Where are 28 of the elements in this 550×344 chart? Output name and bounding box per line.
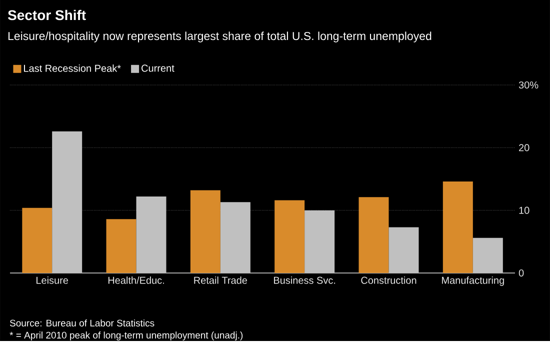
x-tick-label: Health/Educ. bbox=[108, 276, 164, 284]
bar bbox=[190, 190, 220, 274]
text: * = April 2010 peak of long-term unemployment (unadj.) bbox=[10, 332, 243, 341]
bar bbox=[136, 196, 166, 274]
x-tick-label: Business Svc. bbox=[274, 276, 336, 284]
legend-label: Last Recession Peak* bbox=[24, 64, 121, 72]
bar bbox=[472, 238, 503, 274]
x-tick-label: Construction bbox=[361, 276, 416, 284]
y-tick-label: 20 bbox=[519, 144, 530, 152]
bar bbox=[442, 182, 473, 274]
bar bbox=[52, 131, 82, 274]
chart-subtitle: Leisure/hospitality now represents largest share of total U.S. long-term unemployed bbox=[8, 32, 432, 42]
y-tick-label: 30% bbox=[518, 82, 538, 89]
x-tick-label: Manufacturing bbox=[442, 276, 504, 286]
x-tick-label: Leisure bbox=[36, 276, 68, 284]
bar bbox=[220, 202, 250, 274]
legend-label: Current bbox=[142, 64, 174, 72]
bar bbox=[388, 227, 419, 274]
y-tick-label: 10 bbox=[519, 206, 530, 214]
y-tick-label: 0 bbox=[518, 270, 524, 277]
bar bbox=[358, 197, 389, 274]
bar bbox=[304, 210, 335, 274]
bar bbox=[106, 219, 136, 274]
chart-title: Sector Shift bbox=[8, 10, 86, 20]
bar bbox=[274, 200, 305, 274]
x-tick-label: Retail Trade bbox=[194, 276, 248, 284]
source-note: Source: Bureau of Labor Statistics bbox=[10, 320, 154, 327]
bar bbox=[22, 208, 52, 274]
